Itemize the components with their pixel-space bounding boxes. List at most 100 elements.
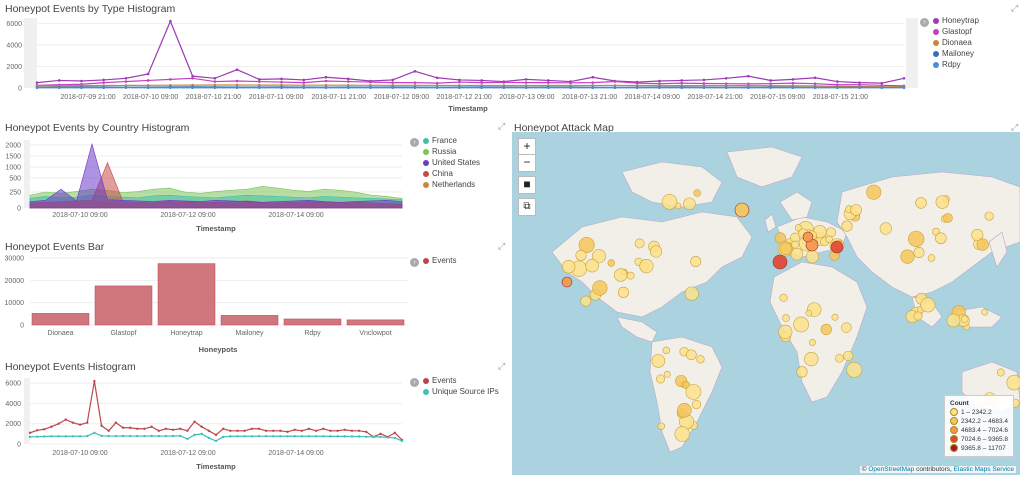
bar-glastopf[interactable] [94, 285, 153, 326]
zoom-out-button[interactable]: − [518, 154, 536, 172]
map-marker[interactable] [686, 349, 697, 361]
map-marker[interactable] [946, 313, 961, 328]
map-marker[interactable] [674, 426, 690, 442]
fit-bounds-button[interactable]: ⧉ [518, 198, 536, 216]
map-marker[interactable] [843, 350, 854, 362]
legend-item-dionaea[interactable]: Dionaea [933, 38, 972, 47]
legend-item-china[interactable]: China [423, 169, 453, 178]
map-marker[interactable] [915, 197, 927, 209]
map-marker[interactable] [805, 309, 813, 317]
map-marker[interactable] [793, 316, 809, 333]
bar-honeytrap[interactable] [157, 263, 216, 326]
map-marker[interactable] [782, 314, 790, 322]
map-marker[interactable] [575, 249, 587, 261]
map-marker[interactable] [693, 189, 701, 197]
legend-item-france[interactable]: France [423, 136, 457, 145]
map-marker[interactable] [614, 268, 628, 282]
map-marker[interactable] [607, 259, 615, 267]
map-marker[interactable] [913, 246, 925, 258]
map-marker[interactable] [690, 256, 702, 267]
map-marker[interactable] [651, 354, 666, 368]
map-marker[interactable] [779, 293, 788, 302]
legend-item-mailoney[interactable]: Mailoney [933, 49, 974, 58]
map-marker[interactable] [585, 258, 599, 273]
bar-mailoney[interactable] [220, 315, 279, 326]
map-marker[interactable] [561, 276, 573, 288]
map-marker[interactable] [935, 232, 947, 245]
legend-toggle-icon[interactable]: › [410, 378, 419, 387]
legend-item-united-states[interactable]: United States [423, 158, 480, 167]
map-marker[interactable] [830, 240, 844, 254]
map-marker[interactable] [684, 286, 699, 301]
map-marker[interactable] [805, 250, 819, 264]
map-marker[interactable] [908, 230, 925, 248]
map-marker[interactable] [804, 351, 819, 367]
legend-toggle-icon[interactable]: › [410, 138, 419, 147]
map-marker[interactable] [971, 228, 984, 242]
map-marker[interactable] [831, 313, 839, 321]
bar-vnclowpot[interactable] [346, 319, 405, 326]
map-marker[interactable] [656, 374, 665, 384]
map-marker[interactable] [900, 249, 915, 264]
legend-toggle-icon[interactable]: › [920, 18, 929, 27]
map-marker[interactable] [657, 422, 665, 431]
map-marker[interactable] [639, 259, 654, 274]
map-marker[interactable] [677, 403, 692, 418]
elastic-maps-link[interactable]: Elastic Maps Service [953, 466, 1014, 473]
map-marker[interactable] [802, 231, 814, 243]
openstreetmap-link[interactable]: OpenStreetMap [868, 466, 915, 473]
map-marker[interactable] [734, 202, 750, 218]
map-marker[interactable] [981, 308, 989, 316]
map-marker[interactable] [778, 324, 793, 339]
map-marker[interactable] [850, 204, 862, 216]
map-marker[interactable] [920, 297, 936, 313]
map-marker[interactable] [960, 315, 969, 323]
legend-item-glastopf[interactable]: Glastopf [933, 27, 972, 36]
expand-icon[interactable]: ⤢ [1011, 3, 1019, 13]
map-marker[interactable] [866, 184, 882, 200]
map-marker[interactable] [841, 322, 852, 333]
map-marker[interactable] [580, 295, 592, 307]
map-marker[interactable] [634, 238, 645, 249]
map-marker[interactable] [913, 311, 923, 321]
map-marker[interactable] [772, 254, 788, 270]
draw-rectangle-button[interactable]: ■ [518, 176, 536, 194]
legend-item-events[interactable]: Events [423, 376, 456, 385]
expand-icon[interactable]: ⤢ [498, 241, 506, 251]
legend-item-rdpy[interactable]: Rdpy [933, 60, 961, 69]
expand-icon[interactable]: ⤢ [498, 121, 506, 131]
map-marker[interactable] [649, 245, 663, 258]
map-marker[interactable] [825, 235, 833, 244]
map-marker[interactable] [591, 249, 606, 264]
map-marker[interactable] [976, 238, 989, 251]
map-marker[interactable] [661, 194, 678, 210]
attack-map[interactable]: + − ■ ⧉ Count 1 – 2342.2 2342.2 – 4683.4 4… [512, 132, 1020, 475]
map-marker[interactable] [984, 211, 994, 221]
legend-item-russia[interactable]: Russia [423, 147, 456, 156]
map-marker[interactable] [809, 339, 816, 346]
legend-item-events[interactable]: Events [423, 256, 456, 265]
map-marker[interactable] [841, 220, 853, 232]
map-marker[interactable] [683, 197, 696, 211]
legend-item-netherlands[interactable]: Netherlands [423, 180, 475, 189]
map-marker[interactable] [927, 254, 936, 262]
map-marker[interactable] [578, 237, 595, 253]
expand-icon[interactable]: ⤢ [1011, 122, 1019, 132]
map-marker[interactable] [790, 247, 804, 261]
map-marker[interactable] [796, 366, 808, 378]
map-marker[interactable] [696, 355, 705, 364]
map-marker[interactable] [943, 213, 953, 223]
map-marker[interactable] [626, 271, 635, 280]
map-marker[interactable] [662, 346, 670, 355]
map-marker[interactable] [820, 323, 832, 336]
map-marker[interactable] [691, 399, 702, 410]
map-marker[interactable] [685, 384, 702, 400]
map-marker[interactable] [561, 260, 576, 274]
legend-item-unique-source-ips[interactable]: Unique Source IPs [423, 387, 499, 396]
expand-icon[interactable]: ⤢ [498, 361, 506, 371]
map-marker[interactable] [779, 242, 792, 255]
map-marker[interactable] [663, 370, 671, 378]
legend-toggle-icon[interactable]: › [410, 258, 419, 267]
map-marker[interactable] [935, 195, 950, 209]
bar-dionaea[interactable] [31, 313, 90, 326]
